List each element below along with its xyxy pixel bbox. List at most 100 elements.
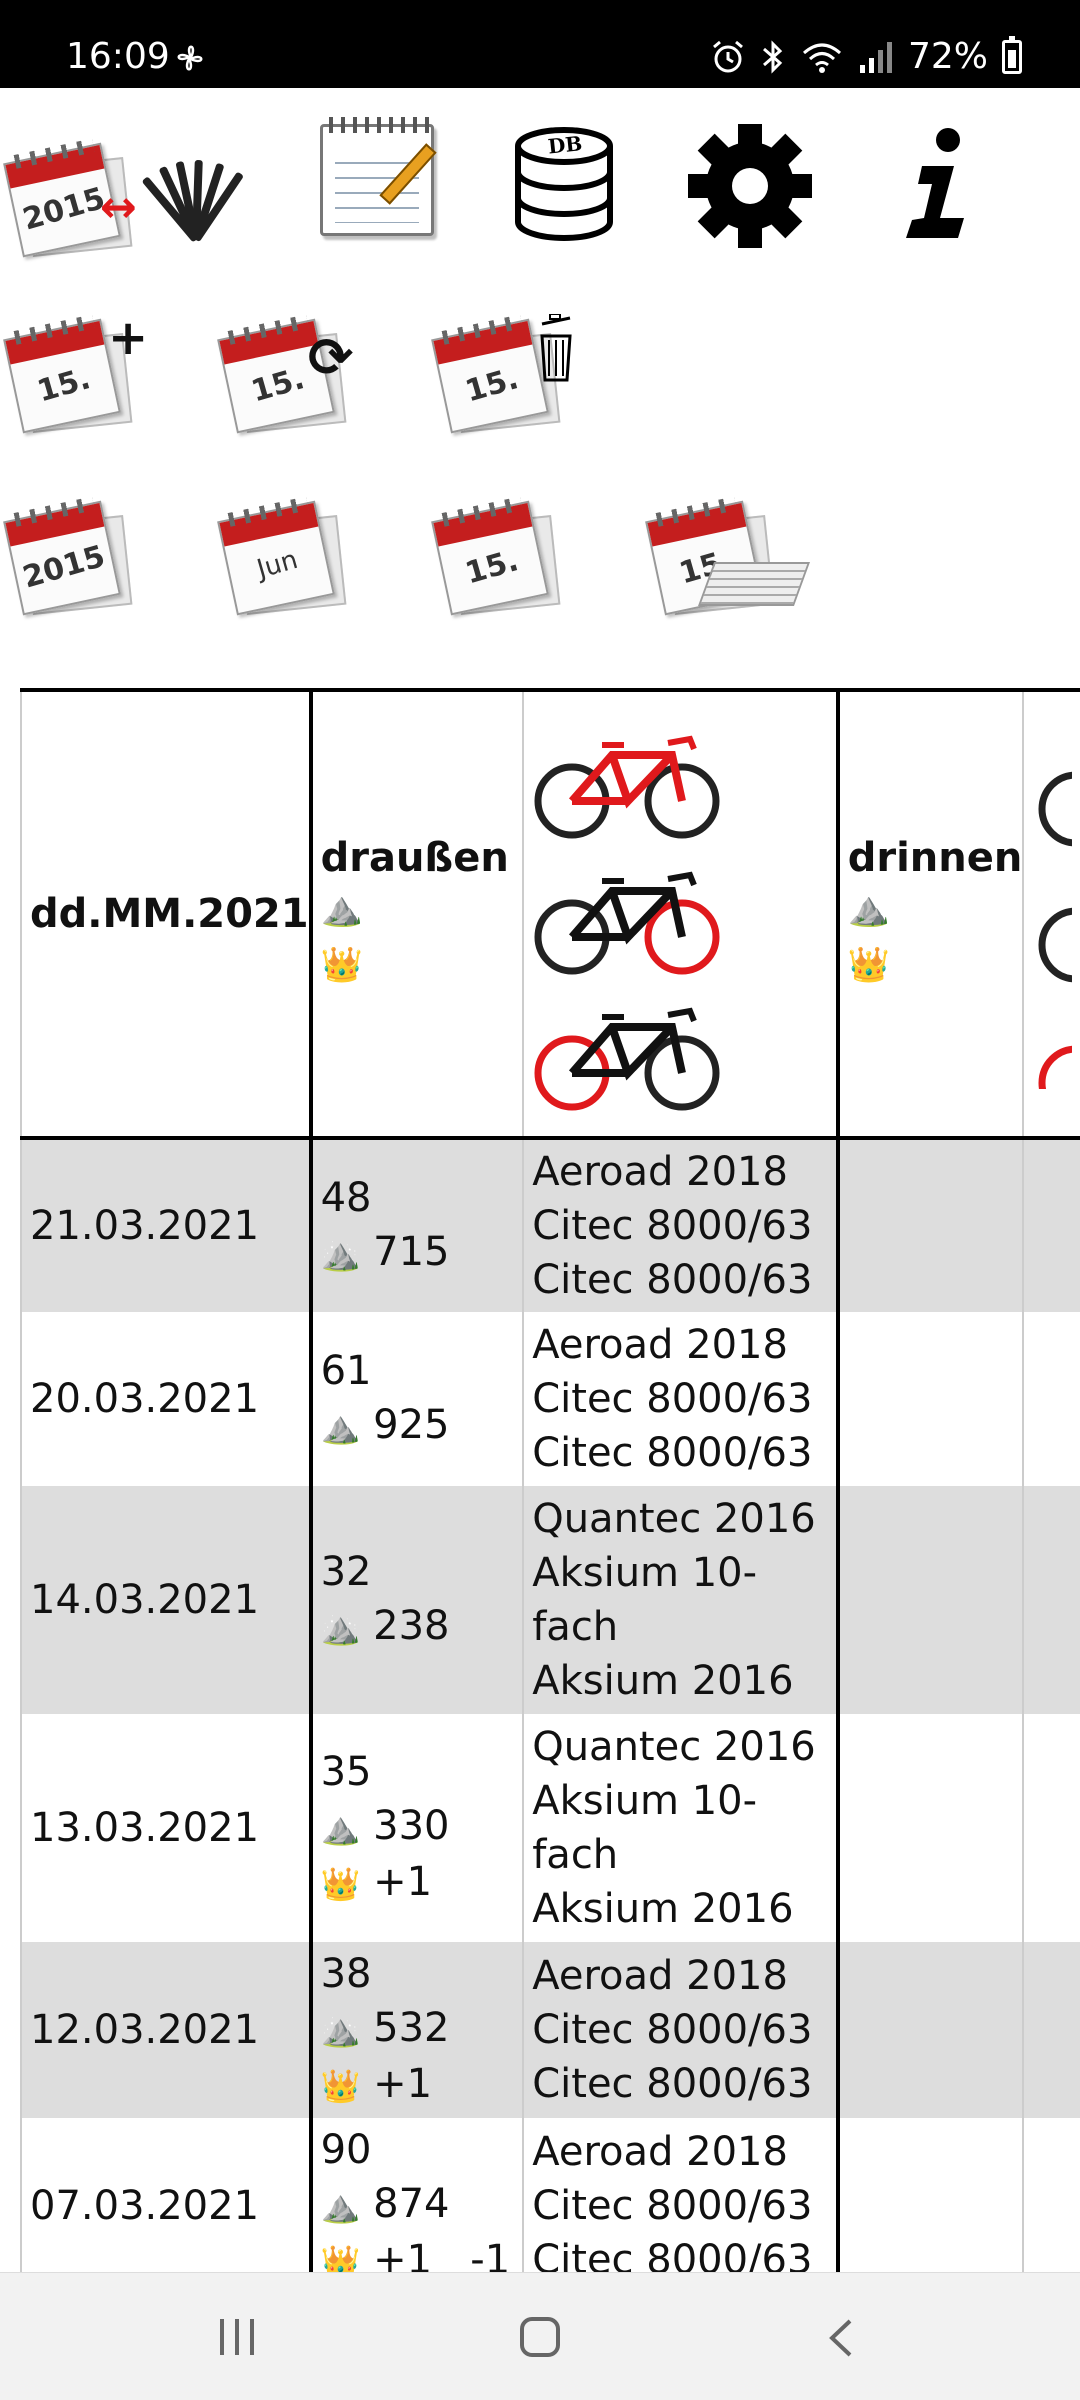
row-bike-line: Aeroad 2018 <box>532 1953 788 1999</box>
notepad-icon <box>320 117 437 236</box>
delete-day-button[interactable]: 15. <box>428 296 598 446</box>
date-column-header: dd.MM.2021 <box>20 690 313 1138</box>
notepad-button[interactable] <box>310 116 450 246</box>
year-view-button[interactable]: 2015 <box>0 478 150 628</box>
row-elevation: 715 <box>373 1229 450 1275</box>
row-bikes: Aeroad 2018 Citec 8000/63 Citec 8000/63 <box>523 2118 840 2272</box>
black-bike-red-wheels-icon <box>534 871 720 975</box>
table-row[interactable]: 07.03.2021 90 ⛰️ 874 👑 +1 -1 Aeroad 2018… <box>20 2118 1080 2272</box>
settings-button[interactable] <box>680 116 820 256</box>
row-elevation: 532 <box>373 2005 450 2051</box>
row-elevation: 874 <box>373 2181 450 2227</box>
row-bike-line: Aksium 2016 <box>532 1886 794 1932</box>
row-outdoor: 35 ⛰️ 330 👑 +1 <box>310 1714 525 1942</box>
row-indoor-bikes <box>1023 1138 1080 1312</box>
row-outdoor: 90 ⛰️ 874 👑 +1 -1 <box>310 2118 525 2272</box>
row-indoor-bikes <box>1023 1714 1080 1942</box>
row-elevation: 238 <box>373 1603 450 1649</box>
row-crown: +1 -1 <box>373 2237 511 2272</box>
status-bar: 16:09 72% <box>0 0 1080 88</box>
row-bike-line: Citec 8000/63 <box>532 2007 813 2053</box>
back-icon[interactable] <box>826 2317 856 2359</box>
home-icon[interactable] <box>518 2315 562 2359</box>
row-km: 48 <box>320 1175 372 1221</box>
row-date: 12.03.2021 <box>20 1942 313 2118</box>
row-outdoor: 38 ⛰️ 532 👑 +1 <box>310 1942 525 2118</box>
row-indoor <box>837 1312 1025 1486</box>
row-indoor <box>837 1942 1025 2118</box>
row-indoor-bikes <box>1023 1312 1080 1486</box>
row-bike-line: Quantec 2016 <box>532 1724 816 1770</box>
add-day-button[interactable]: 15. + <box>0 296 170 446</box>
outdoor-header-label: draußen <box>320 835 509 881</box>
row-bike-line: fach <box>532 1604 619 1650</box>
row-bikes: Quantec 2016 Aksium 10- fach Aksium 2016 <box>523 1714 840 1942</box>
status-icons: 72% <box>710 35 1022 77</box>
mountain-icon: ⛰️ <box>320 1408 361 1446</box>
calendar-icon: Jun <box>217 490 347 616</box>
row-bike-line: Aeroad 2018 <box>532 2129 788 2175</box>
row-bike-line: Citec 8000/63 <box>532 1430 813 1476</box>
row-indoor <box>837 2118 1025 2272</box>
table-row[interactable]: 20.03.2021 61 ⛰️ 925 Aeroad 2018 Citec 8… <box>20 1312 1080 1486</box>
row-elevation: 925 <box>373 1402 450 1448</box>
calendar-icon: 2015 <box>3 490 133 616</box>
mountain-icon: ⛰️ <box>320 889 363 929</box>
black-bike-red-front-wheel-icon <box>534 1007 720 1111</box>
battery-icon <box>1002 35 1022 74</box>
table-header-row: dd.MM.2021 draußen ⛰️ 👑 <box>20 690 1080 1138</box>
multi-day-view-button[interactable]: 15. <box>642 478 812 628</box>
alarm-icon <box>713 40 743 72</box>
mountain-icon: ⛰️ <box>320 1809 361 1847</box>
table-row[interactable]: 12.03.2021 38 ⛰️ 532 👑 +1 Aeroad 2018 Ci… <box>20 1942 1080 2118</box>
row-bikes: Aeroad 2018 Citec 8000/63 Citec 8000/63 <box>523 1138 840 1312</box>
row-outdoor: 48 ⛰️ 715 <box>310 1138 525 1312</box>
row-crown: +1 <box>373 1859 433 1905</box>
row-bike-line: Citec 8000/63 <box>532 1257 813 1303</box>
multitool-icon <box>132 150 252 250</box>
navigation-bar <box>0 2272 1080 2400</box>
stacked-pages-icon <box>697 562 811 606</box>
row-bike-line: Citec 8000/63 <box>532 2183 813 2229</box>
row-bike-line: Aksium 10- <box>532 1550 758 1596</box>
crown-icon: 👑 <box>320 2243 361 2272</box>
table-row[interactable]: 13.03.2021 35 ⛰️ 330 👑 +1 Quantec 2016 A… <box>20 1714 1080 1942</box>
calendar-tools-button[interactable]: 2015 ↔ <box>0 120 260 270</box>
row-km: 35 <box>320 1749 372 1795</box>
database-button[interactable]: DB <box>500 116 630 256</box>
row-bikes: Aeroad 2018 Citec 8000/63 Citec 8000/63 <box>523 1942 840 2118</box>
mountain-icon: ⛰️ <box>320 1235 361 1273</box>
calendar-icon: 15. <box>431 490 561 616</box>
row-crown: +1 <box>373 2061 433 2107</box>
table-row[interactable]: 14.03.2021 32 ⛰️ 238 Quantec 2016 Aksium… <box>20 1486 1080 1714</box>
row-bike-line: Aksium 2016 <box>532 1658 794 1704</box>
wifi-icon <box>802 43 841 73</box>
row-indoor <box>837 1714 1025 1942</box>
status-time: 16:09 <box>66 36 170 77</box>
mountain-icon: ⛰️ <box>320 2187 361 2225</box>
row-km: 32 <box>320 1549 372 1595</box>
day-view-button[interactable]: 15. <box>428 478 578 628</box>
fan-icon <box>177 45 203 71</box>
database-label: DB <box>547 131 584 158</box>
row-bikes: Quantec 2016 Aksium 10- fach Aksium 2016 <box>523 1486 840 1714</box>
refresh-day-button[interactable]: 15. ⟳ <box>214 296 384 446</box>
row-date: 07.03.2021 <box>20 2118 313 2272</box>
info-button[interactable] <box>880 116 990 256</box>
table-row[interactable]: 21.03.2021 48 ⛰️ 715 Aeroad 2018 Citec 8… <box>20 1138 1080 1312</box>
row-indoor-bikes <box>1023 1942 1080 2118</box>
rides-table[interactable]: dd.MM.2021 draußen ⛰️ 👑 <box>20 688 1080 2272</box>
row-outdoor: 61 ⛰️ 925 <box>310 1312 525 1486</box>
row-km: 90 <box>320 2127 372 2173</box>
row-indoor <box>837 1486 1025 1714</box>
crown-icon: 👑 <box>320 945 363 985</box>
calendar-icon: 15. <box>3 308 133 434</box>
row-date: 13.03.2021 <box>20 1714 313 1942</box>
double-arrow-icon: ↔ <box>100 182 137 233</box>
row-bike-line: Citec 8000/63 <box>532 1376 813 1422</box>
month-view-button[interactable]: Jun <box>214 478 364 628</box>
crown-icon: 👑 <box>320 2067 361 2105</box>
recents-icon[interactable] <box>216 2317 258 2357</box>
row-outdoor: 32 ⛰️ 238 <box>310 1486 525 1714</box>
outdoor-column-header: draußen ⛰️ 👑 <box>310 690 525 1138</box>
